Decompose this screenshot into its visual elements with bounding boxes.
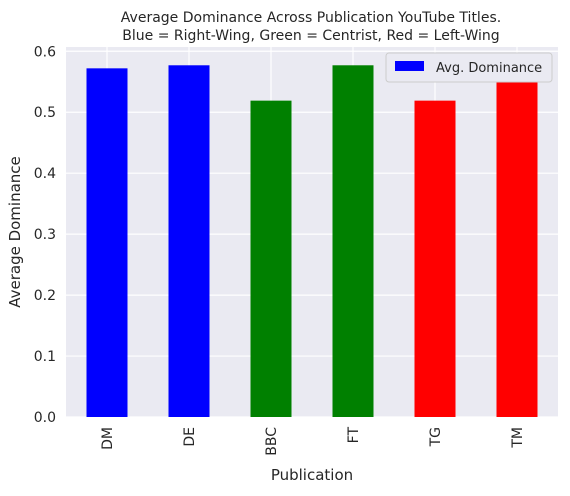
x-tick-label: TG — [428, 427, 444, 447]
legend-frame — [385, 52, 553, 83]
bar-de — [168, 65, 210, 418]
y-tick-label: 0.2 — [34, 288, 56, 304]
legend-label: Avg. Dominance — [436, 61, 542, 76]
x-tick-label: FT — [346, 427, 362, 444]
y-tick-label: 0.0 — [34, 410, 56, 426]
y-tick-label: 0.4 — [34, 166, 56, 182]
bar-tg — [414, 100, 456, 417]
y-tick-label: 0.3 — [34, 227, 56, 243]
legend: Avg. Dominance — [385, 52, 553, 83]
y-gridlines — [66, 50, 558, 418]
legend-swatch — [395, 61, 424, 71]
y-tick-label: 0.1 — [34, 349, 56, 365]
bar-bbc — [250, 100, 292, 417]
chart-title: Average Dominance Across Publication You… — [121, 10, 501, 26]
bar-ft — [332, 65, 374, 418]
x-tick-label: DM — [100, 427, 116, 450]
bars — [86, 65, 538, 418]
x-tick-label: BBC — [264, 427, 280, 456]
x-axis-label: Publication — [271, 466, 353, 484]
y-tick-label: 0.5 — [34, 105, 56, 121]
x-tick-label: TM — [510, 427, 526, 449]
plot-area — [66, 47, 558, 417]
chart-subtitle: Blue = Right-Wing, Green = Centrist, Red… — [122, 28, 499, 44]
y-tick-label: 0.6 — [34, 44, 56, 60]
x-tick-labels: DM DE BBC FT TG TM — [100, 427, 526, 456]
y-axis-label: Average Dominance — [6, 156, 24, 308]
y-tick-labels: 0.0 0.1 0.2 0.3 0.4 0.5 0.6 — [34, 44, 56, 426]
x-tick-label: DE — [182, 427, 198, 447]
bar-tm — [496, 82, 538, 418]
bar-dm — [86, 68, 128, 417]
